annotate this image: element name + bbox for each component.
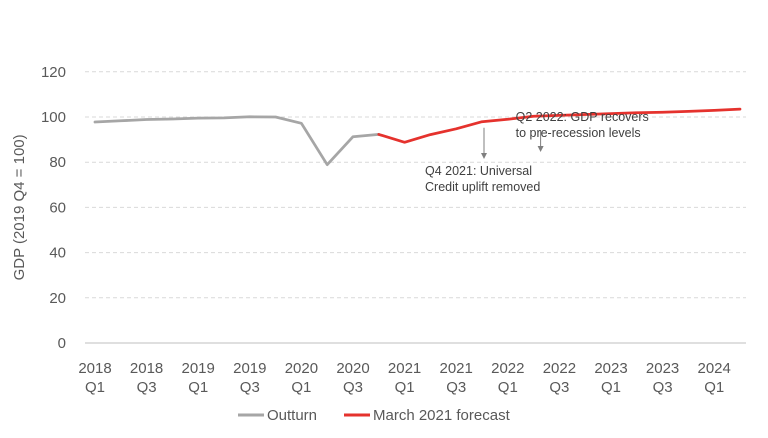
y-axis-ticks: 0 20 40 60 80 100 120 xyxy=(41,64,66,352)
x-tick-year: 2020 xyxy=(336,360,369,377)
y-tick-label: 20 xyxy=(49,290,66,307)
x-tick-quarter: Q3 xyxy=(549,379,569,396)
x-tick-year: 2023 xyxy=(594,360,627,377)
legend-item-forecast: March 2021 forecast xyxy=(344,407,511,424)
legend-label: March 2021 forecast xyxy=(373,407,511,424)
x-tick-year: 2024 xyxy=(698,360,731,377)
forecast-series-line xyxy=(377,107,742,144)
x-tick-year: 2021 xyxy=(388,360,421,377)
x-tick-quarter: Q1 xyxy=(291,379,311,396)
x-tick-year: 2021 xyxy=(440,360,473,377)
series-lines xyxy=(93,107,742,167)
legend: Outturn March 2021 forecast xyxy=(238,407,511,424)
x-tick-year: 2018 xyxy=(130,360,163,377)
x-tick-year: 2020 xyxy=(285,360,318,377)
x-tick-quarter: Q1 xyxy=(704,379,724,396)
x-axis-ticks: 2018 Q1 2018 Q3 2019 Q1 2019 Q3 2020 Q1 2020 Q3 2021… xyxy=(78,360,731,396)
y-tick-label: 60 xyxy=(49,199,66,216)
outturn-series-line xyxy=(93,115,381,167)
legend-item-outturn: Outturn xyxy=(238,407,317,424)
x-tick-year: 2022 xyxy=(543,360,576,377)
y-tick-label: 40 xyxy=(49,245,66,262)
x-tick-quarter: Q3 xyxy=(343,379,363,396)
x-tick-quarter: Q3 xyxy=(653,379,673,396)
x-tick-quarter: Q3 xyxy=(446,379,466,396)
annotation-text: Credit uplift removed xyxy=(425,180,540,194)
x-tick-year: 2018 xyxy=(78,360,111,377)
x-tick-quarter: Q3 xyxy=(137,379,157,396)
x-tick-year: 2019 xyxy=(233,360,266,377)
y-tick-label: 120 xyxy=(41,64,66,81)
y-tick-label: 0 xyxy=(58,335,66,352)
y-tick-label: 100 xyxy=(41,109,66,126)
x-tick-year: 2019 xyxy=(182,360,215,377)
y-tick-label: 80 xyxy=(49,154,66,171)
x-tick-quarter: Q1 xyxy=(498,379,518,396)
annotation-text: Q2 2022: GDP recovers xyxy=(516,110,649,124)
x-tick-year: 2022 xyxy=(491,360,524,377)
x-tick-quarter: Q1 xyxy=(188,379,208,396)
x-tick-quarter: Q1 xyxy=(601,379,621,396)
x-tick-quarter: Q1 xyxy=(395,379,415,396)
annotation-text: Q4 2021: Universal xyxy=(425,164,532,178)
x-tick-year: 2023 xyxy=(646,360,679,377)
annotations: Q2 2022: GDP recovers to pre-recession le… xyxy=(425,110,649,194)
x-tick-quarter: Q3 xyxy=(240,379,260,396)
legend-label: Outturn xyxy=(267,407,317,424)
y-axis-label: GDP (2019 Q4 = 100) xyxy=(11,134,28,280)
x-tick-quarter: Q1 xyxy=(85,379,105,396)
annotation-text: to pre-recession levels xyxy=(516,126,641,140)
gridlines xyxy=(85,71,746,299)
